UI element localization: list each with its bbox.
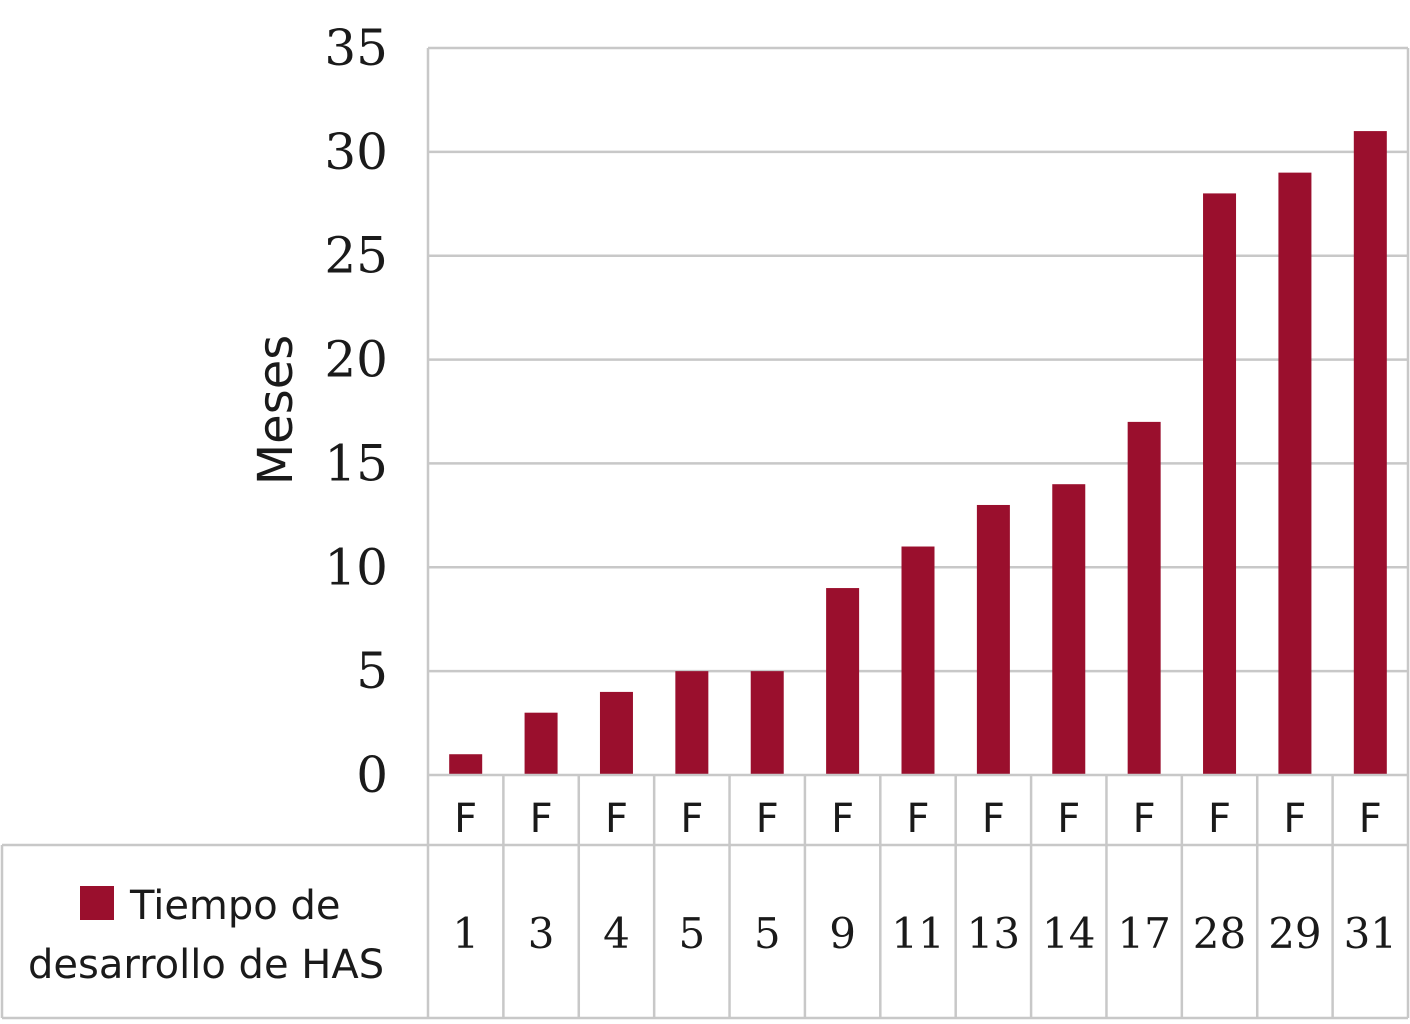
bar <box>1203 193 1237 775</box>
bar <box>524 712 558 775</box>
bar <box>449 754 483 775</box>
x-category-label: F <box>1283 796 1306 842</box>
table-value: 29 <box>1268 909 1321 958</box>
table-value: 14 <box>1042 909 1095 958</box>
y-tick-label: 20 <box>324 331 388 389</box>
y-tick-label: 10 <box>324 538 388 596</box>
data-table: F F F F F F F F F F F F F1 3 4 5 5 9 11 13 14 17 28 29 31 <box>0 775 1408 1020</box>
y-tick-label: 25 <box>324 227 388 285</box>
x-category-label: F <box>1208 796 1231 842</box>
bar <box>901 546 935 775</box>
x-category-label: F <box>1133 796 1156 842</box>
bar <box>826 588 860 775</box>
bar <box>599 691 633 775</box>
table-value: 13 <box>967 909 1020 958</box>
y-tick-label: 5 <box>356 642 388 700</box>
x-category-label: F <box>756 796 779 842</box>
y-tick-labels: 0 5 10 15 20 25 30 35 <box>324 19 388 804</box>
table-value: 11 <box>891 909 944 958</box>
x-category-label: F <box>1057 796 1080 842</box>
bar <box>1052 484 1086 775</box>
x-category-label: F <box>831 796 854 842</box>
y-tick-label: 15 <box>324 434 388 492</box>
table-value: 9 <box>829 909 856 958</box>
x-category-label: F <box>454 796 477 842</box>
table-value: 4 <box>603 909 630 958</box>
legend-label-line2: desarrollo de HAS <box>28 942 384 988</box>
x-category-label: F <box>906 796 929 842</box>
gridlines <box>428 46 1408 673</box>
bars <box>449 131 1387 776</box>
table-value: 3 <box>528 909 555 958</box>
bar <box>1278 172 1312 776</box>
table-value: 5 <box>678 909 705 958</box>
x-category-label: F <box>530 796 553 842</box>
table-value: 17 <box>1117 909 1170 958</box>
bar <box>1353 131 1387 776</box>
table-value: 31 <box>1344 909 1397 958</box>
bar <box>675 671 709 775</box>
bar <box>976 504 1010 775</box>
axes <box>426 48 1410 1018</box>
x-category-label: F <box>1359 796 1382 842</box>
y-tick-label: 0 <box>356 746 388 804</box>
bar <box>1127 421 1161 775</box>
table-value: 1 <box>452 909 479 958</box>
y-axis-title: Meses <box>248 335 304 486</box>
x-category-label: F <box>605 796 628 842</box>
legend-swatch <box>80 886 114 920</box>
table-value: 5 <box>754 909 781 958</box>
x-category-label: F <box>680 796 703 842</box>
y-tick-label: 30 <box>324 123 388 181</box>
legend: Tiempo de desarrollo de HAS <box>28 883 384 988</box>
legend-label-line1: Tiempo de <box>129 883 340 929</box>
x-category-label: F <box>982 796 1005 842</box>
table-value: 28 <box>1193 909 1246 958</box>
bar <box>750 671 784 775</box>
y-tick-label: 35 <box>324 19 388 77</box>
